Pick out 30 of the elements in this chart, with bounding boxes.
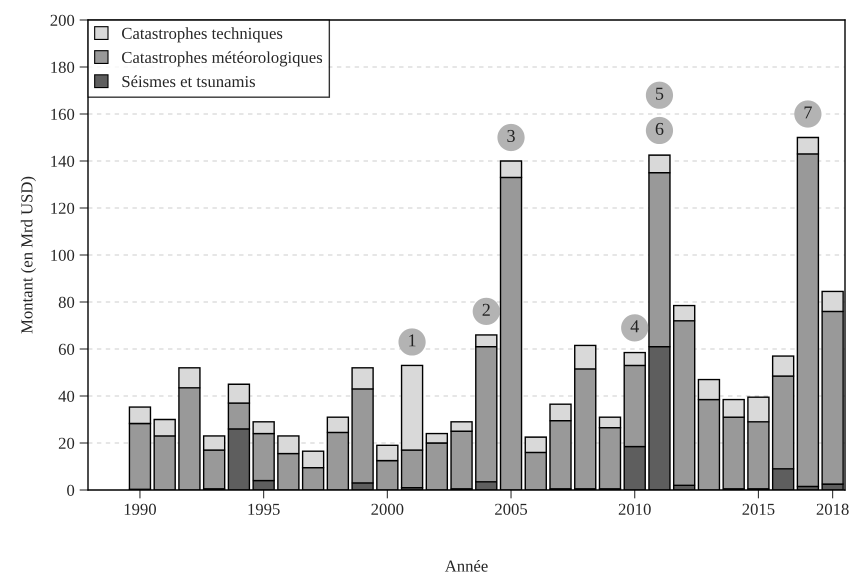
x-tick-label: 2018 [816,504,849,515]
y-tick-label: 0 [67,484,74,496]
x-tick-label: 2005 [495,504,528,515]
y-tick-label: 20 [58,438,74,449]
x-tick-label: 1990 [124,504,156,515]
y-axis-title: Montant (en Mrd USD) [20,176,36,334]
annotation: 6 [656,122,664,135]
legend-label: Catastrophes techniques [122,27,282,42]
y-tick-label: 120 [51,202,74,214]
y-tick-label: 60 [58,344,74,355]
y-tick-label: 180 [51,62,74,73]
x-tick-label: 1995 [248,504,280,515]
annotation: 3 [507,130,515,142]
x-axis-title: Année [444,560,488,572]
y-tick-label: 200 [50,14,74,26]
y-tick-label: 100 [51,250,74,261]
annotation: 2 [482,304,490,316]
y-tick-label: 140 [51,156,74,167]
x-tick-label: 2000 [371,504,404,515]
legend-label: Séismes et tsunamis [122,75,255,88]
annotation: 1 [409,334,416,346]
annotation: 4 [630,320,639,332]
y-tick-label: 80 [58,296,74,308]
x-tick-label: 2010 [618,504,651,515]
annotation: 5 [656,88,664,100]
annotation: 7 [804,106,812,118]
y-tick-label: 160 [51,108,74,120]
y-tick-label: 40 [58,390,74,402]
x-tick-label: 2015 [742,504,774,515]
legend-label: Catastrophes météorologiques [122,51,322,66]
